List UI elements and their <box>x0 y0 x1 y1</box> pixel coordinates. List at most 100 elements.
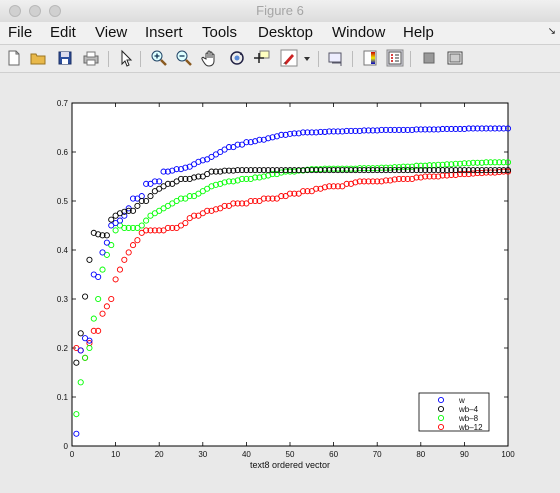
data-point <box>461 167 468 174</box>
data-point <box>456 125 464 133</box>
menu-insert[interactable]: Insert <box>145 24 183 41</box>
brush-dropdown-icon[interactable] <box>302 49 312 67</box>
data-point <box>217 168 224 175</box>
data-point <box>86 256 93 263</box>
zoom-window-button[interactable] <box>49 5 61 17</box>
data-point <box>182 175 189 182</box>
data-point <box>361 167 368 174</box>
data-point <box>448 167 455 174</box>
data-point <box>221 202 228 209</box>
zoom-in-icon[interactable] <box>150 49 168 67</box>
data-point <box>112 227 119 234</box>
data-point <box>129 207 137 214</box>
plot-svg[interactable]: 0 10 20 30 40 50 60 70 80 90 100 0 0.1 0.2 0.3 0.4 0.5 0.… <box>0 73 560 493</box>
data-point <box>435 126 442 133</box>
data-point <box>395 175 403 182</box>
menu-edit[interactable]: Edit <box>50 24 76 41</box>
close-window-button[interactable] <box>9 5 21 17</box>
data-point <box>125 224 132 231</box>
data-point <box>177 195 185 202</box>
menu-desktop[interactable]: Desktop <box>258 24 314 41</box>
zoom-out-icon[interactable] <box>175 49 193 67</box>
colorbar-icon[interactable] <box>361 49 379 67</box>
window-title: Figure 6 <box>256 3 304 18</box>
toolbar-separator <box>140 51 141 67</box>
data-point <box>404 163 411 170</box>
data-point <box>478 159 485 166</box>
data-point <box>164 224 171 231</box>
data-point <box>478 170 485 177</box>
menu-window[interactable]: Window <box>332 24 386 41</box>
menu-dock-arrow-icon[interactable]: ↘ <box>547 26 556 37</box>
pan-hand-icon[interactable] <box>201 49 219 67</box>
data-point <box>116 266 124 273</box>
data-point <box>378 167 385 174</box>
y-tick-label: 0.4 <box>57 246 69 255</box>
data-point <box>225 178 233 185</box>
link-plot-icon[interactable] <box>327 49 345 67</box>
open-file-icon[interactable] <box>29 49 47 67</box>
data-point <box>243 175 250 182</box>
menu-help[interactable]: Help <box>403 24 434 41</box>
menu-view[interactable]: View <box>95 24 128 41</box>
data-point <box>238 167 246 174</box>
data-point <box>395 164 403 171</box>
data-point <box>400 175 407 182</box>
data-cursor-icon[interactable] <box>253 49 271 67</box>
data-point <box>291 190 298 197</box>
save-icon[interactable] <box>56 49 74 67</box>
legend-icon[interactable] <box>386 49 404 67</box>
data-point <box>134 202 141 209</box>
menu-tools[interactable]: Tools <box>202 24 238 41</box>
data-point <box>212 206 219 213</box>
axes-box[interactable] <box>71 102 509 447</box>
x-tick-label: 100 <box>501 450 515 459</box>
data-point <box>483 167 490 174</box>
data-point <box>252 197 259 205</box>
legend-box <box>418 392 490 432</box>
print-icon[interactable] <box>82 49 100 67</box>
data-point <box>365 127 372 134</box>
hide-plot-tools-icon[interactable] <box>420 49 438 67</box>
rotate-3d-icon[interactable] <box>228 49 246 67</box>
data-point <box>343 180 350 187</box>
data-point <box>73 359 80 366</box>
data-point <box>391 164 398 171</box>
legend[interactable]: wwb–4wb–8wb–12 <box>418 392 490 432</box>
data-point <box>426 173 433 180</box>
data-point <box>300 167 307 174</box>
data-point <box>422 173 429 180</box>
menu-file[interactable]: File <box>8 24 33 41</box>
data-point <box>169 224 176 231</box>
data-point <box>143 217 150 224</box>
data-point <box>417 167 424 174</box>
data-point <box>369 178 376 185</box>
data-point <box>304 167 311 174</box>
data-point <box>260 195 267 202</box>
title-bar[interactable]: Figure 6 <box>0 0 560 23</box>
data-point <box>230 178 237 185</box>
legend-entry: wb–8 <box>458 414 479 423</box>
data-point <box>282 167 289 174</box>
x-tick-label: 60 <box>329 450 338 459</box>
data-point <box>191 212 198 219</box>
data-point <box>256 174 263 181</box>
data-point <box>230 200 237 207</box>
data-point <box>273 167 280 174</box>
data-point <box>443 167 451 174</box>
data-point <box>404 167 411 174</box>
data-point <box>256 167 263 174</box>
show-plot-tools-icon[interactable] <box>446 49 464 67</box>
pointer-icon[interactable] <box>117 49 135 67</box>
new-figure-icon[interactable] <box>5 49 23 67</box>
brush-icon[interactable] <box>280 49 298 67</box>
data-point <box>99 249 106 256</box>
data-point <box>278 131 285 138</box>
data-point <box>230 167 237 174</box>
data-point <box>409 126 416 134</box>
data-point <box>300 188 307 195</box>
data-point <box>374 127 381 134</box>
data-point <box>265 167 272 174</box>
minimize-window-button[interactable] <box>29 5 41 17</box>
data-point <box>308 167 315 174</box>
